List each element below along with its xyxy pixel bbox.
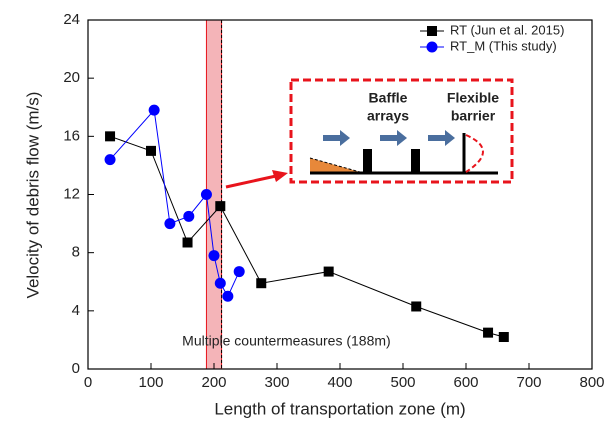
marker <box>105 131 115 141</box>
y-axis-label: Velocity of debris flow (m/s) <box>23 92 42 299</box>
plot-frame <box>88 20 592 369</box>
marker <box>209 250 220 261</box>
marker <box>499 332 509 342</box>
legend-label: RT_M (This study) <box>450 38 557 53</box>
x-tick-label: 700 <box>516 374 541 391</box>
y-tick-label: 20 <box>63 69 80 86</box>
x-tick-label: 0 <box>84 374 92 391</box>
x-tick-label: 100 <box>138 374 163 391</box>
marker <box>201 189 212 200</box>
baffle <box>411 149 420 173</box>
x-tick-label: 800 <box>579 374 604 391</box>
marker <box>483 328 493 338</box>
x-tick-label: 300 <box>264 374 289 391</box>
y-tick-label: 0 <box>72 360 80 377</box>
y-tick-label: 8 <box>72 244 80 261</box>
marker <box>222 291 233 302</box>
legend-marker <box>427 26 437 36</box>
y-tick-label: 4 <box>72 302 80 319</box>
inset-label: Baffle <box>369 90 408 106</box>
inset-label: barrier <box>451 108 496 124</box>
legend-marker <box>427 42 438 53</box>
marker <box>183 237 193 247</box>
marker <box>324 267 334 277</box>
pointer-arrow <box>226 176 276 187</box>
baffle <box>363 149 372 173</box>
x-tick-label: 600 <box>453 374 478 391</box>
marker <box>215 201 225 211</box>
x-axis-label: Length of transportation zone (m) <box>214 399 465 418</box>
marker <box>256 278 266 288</box>
marker <box>105 154 116 165</box>
x-tick-label: 400 <box>327 374 352 391</box>
pointer-arrowhead <box>272 170 288 182</box>
x-tick-label: 500 <box>390 374 415 391</box>
marker <box>146 146 156 156</box>
y-tick-label: 24 <box>63 11 80 28</box>
inset-label: arrays <box>367 108 409 124</box>
marker <box>164 218 175 229</box>
marker <box>149 105 160 116</box>
inset: Baffle arrays Flexible barrier <box>226 80 512 187</box>
chart: Length of transportation zone (m) Veloci… <box>0 0 616 421</box>
inset-label: Flexible <box>447 90 499 106</box>
legend-label: RT (Jun et al. 2015) <box>450 22 564 37</box>
marker <box>411 301 421 311</box>
x-tick-label: 200 <box>201 374 226 391</box>
marker <box>215 278 226 289</box>
y-tick-label: 12 <box>63 185 80 202</box>
marker <box>234 266 245 277</box>
y-tick-label: 16 <box>63 127 80 144</box>
annotation: Multiple countermeasures (188m) <box>182 333 391 349</box>
marker <box>183 211 194 222</box>
